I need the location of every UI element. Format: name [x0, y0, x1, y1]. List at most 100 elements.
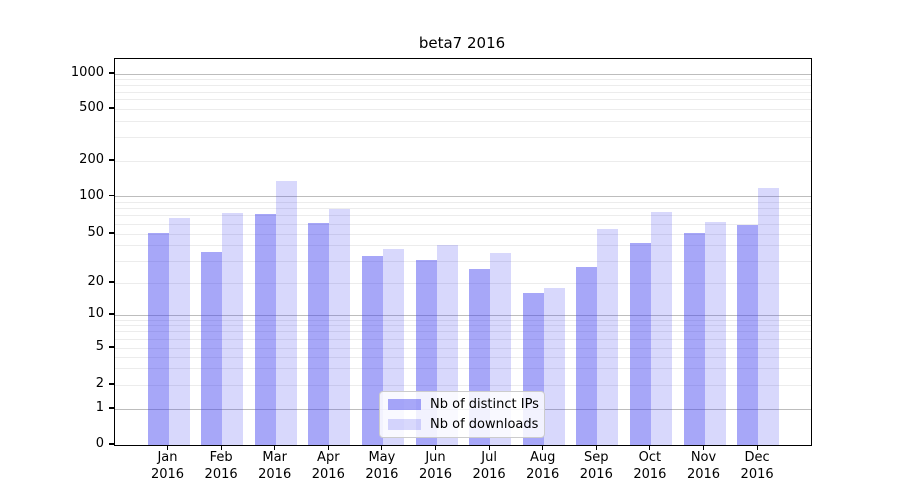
x-tick-label: Dec 2016 [740, 450, 774, 482]
gridline-minor [115, 91, 811, 93]
x-tick-mark [274, 445, 276, 450]
y-tick-mark [109, 232, 114, 234]
x-tick-mark [488, 445, 490, 450]
x-tick-label: Apr 2016 [311, 450, 345, 482]
x-tick-label: Feb 2016 [204, 450, 238, 482]
legend-item: Nb of distinct IPs [388, 397, 539, 412]
x-tick-mark [756, 445, 758, 450]
x-tick-mark [381, 445, 383, 450]
gridline-minor [115, 137, 811, 139]
x-tick-label: Jun 2016 [418, 450, 453, 482]
x-tick-mark [595, 445, 597, 450]
y-tick-mark [109, 72, 114, 74]
x-tick-label: Jul 2016 [472, 450, 506, 482]
gridline-major [115, 196, 811, 197]
y-tick-label: 200 [79, 152, 104, 167]
gridline-minor [115, 78, 811, 80]
gridline-minor [115, 368, 811, 370]
bar-distinct-ips-sep [576, 266, 598, 445]
y-tick-mark [109, 194, 114, 197]
gridline-minor [115, 347, 811, 349]
gridline-major [115, 314, 811, 316]
y-tick-label: 10 [87, 306, 104, 321]
y-tick-mark [109, 313, 114, 315]
y-tick-mark [109, 346, 114, 348]
gridline-minor [115, 160, 811, 162]
y-tick-mark [109, 107, 114, 109]
bar-distinct-ips-nov [683, 232, 705, 445]
chart-title: beta7 2016 [418, 34, 506, 52]
bar-distinct-ips-feb [201, 251, 223, 445]
y-tick-label: 2 [95, 376, 104, 391]
gridline-minor [115, 108, 811, 110]
gridline-minor [115, 338, 811, 340]
gridline-minor [115, 319, 811, 321]
legend-item: Nb of downloads [388, 417, 539, 432]
bar-distinct-ips-jan [147, 232, 169, 445]
gridline-minor [115, 201, 811, 203]
y-tick-label: 1000 [70, 65, 104, 80]
x-tick-mark [702, 445, 705, 450]
bar-distinct-ips-apr [308, 223, 330, 445]
gridline-minor [115, 282, 811, 284]
x-tick-label: Nov 2016 [686, 450, 721, 482]
gridline-minor [115, 245, 811, 247]
x-tick-mark [434, 445, 437, 450]
y-tick-label: 5 [95, 339, 104, 354]
x-tick-mark [166, 445, 169, 450]
bar-downloads-mar [275, 180, 297, 445]
y-tick-mark [109, 383, 114, 385]
y-tick-label: 1 [95, 400, 104, 415]
x-tick-label: Jan 2016 [150, 450, 185, 482]
bar-distinct-ips-may [361, 256, 383, 445]
x-tick-label: Sep 2016 [579, 450, 613, 482]
gridline-minor [115, 325, 811, 327]
gridline-minor [115, 356, 811, 358]
bar-downloads-dec [758, 188, 780, 445]
y-tick-mark [109, 443, 114, 445]
bar-distinct-ips-oct [629, 243, 651, 445]
y-tick-label: 100 [79, 187, 104, 203]
legend-label: Nb of distinct IPs [430, 397, 539, 412]
legend: Nb of distinct IPs Nb of downloads [379, 391, 545, 438]
bar-downloads-aug [543, 287, 565, 445]
x-tick-label: Oct 2016 [633, 450, 667, 482]
bar-downloads-feb [222, 212, 244, 445]
bar-downloads-jan [168, 218, 190, 445]
bar-downloads-nov [704, 221, 726, 445]
x-tick-label: Mar 2016 [258, 450, 292, 482]
legend-swatch [388, 419, 421, 430]
x-tick-label: May 2016 [365, 450, 399, 482]
y-tick-label: 50 [87, 225, 104, 240]
gridline-minor [115, 260, 811, 262]
y-tick-mark [109, 281, 114, 283]
plot-area: Nb of distinct IPs Nb of downloads [114, 58, 812, 446]
bar-distinct-ips-mar [254, 213, 276, 445]
x-tick-mark [649, 445, 651, 450]
gridline-minor [115, 223, 811, 225]
gridline-minor [115, 384, 811, 386]
gridline-minor [115, 215, 811, 217]
y-tick-label: 20 [87, 274, 104, 289]
x-tick-label: Aug 2016 [526, 450, 560, 482]
bar-downloads-apr [329, 208, 351, 445]
bar-distinct-ips-dec [737, 225, 759, 445]
gridline-minor [115, 233, 811, 235]
gridline-minor [115, 84, 811, 86]
legend-label: Nb of downloads [430, 417, 539, 432]
legend-swatch [388, 399, 421, 410]
bar-downloads-oct [650, 212, 672, 445]
y-tick-label: 0 [95, 436, 104, 451]
y-tick-mark [109, 407, 114, 409]
x-tick-mark [542, 445, 544, 450]
gridline-minor [115, 121, 811, 123]
x-tick-mark [327, 445, 329, 450]
y-tick-label: 500 [79, 100, 104, 115]
y-tick-mark [109, 159, 114, 161]
gridline-minor [115, 331, 811, 333]
bar-downloads-sep [597, 228, 619, 445]
x-tick-mark [220, 445, 222, 450]
gridline-minor [115, 99, 811, 101]
gridline-major [115, 73, 811, 75]
